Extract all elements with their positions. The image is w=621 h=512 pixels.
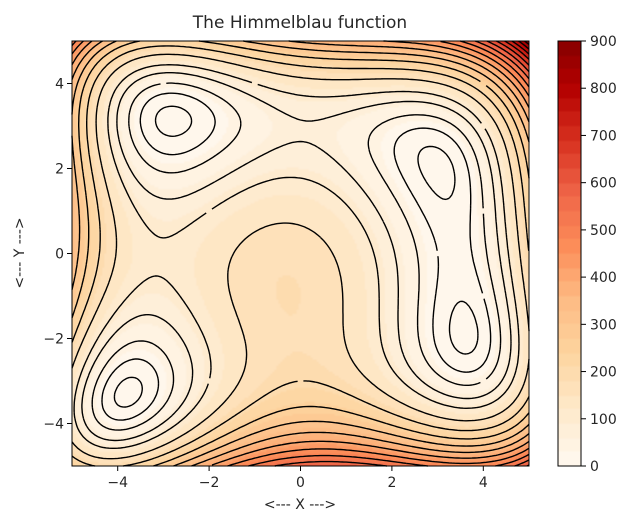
- chart-title: The Himmelblau function: [192, 13, 407, 33]
- x-axis-label: <--- X --->: [264, 497, 336, 512]
- y-axis: −4 −2 0 2 4: [43, 77, 72, 433]
- x-axis: −4 −2 0 2 4: [107, 466, 488, 491]
- contour-line: [504, 40, 530, 60]
- y-tick-label: 4: [55, 77, 64, 93]
- contour-line: [113, 105, 479, 408]
- colorbar-frame: [557, 40, 582, 467]
- x-tick-label: 4: [479, 475, 488, 491]
- colorbar-tick-label: 600: [590, 176, 617, 192]
- colorbar-tick-label: 700: [590, 128, 617, 144]
- y-tick-label: 2: [55, 162, 64, 178]
- contour-line: [71, 45, 530, 467]
- colorbar-tick-label: 800: [590, 81, 617, 97]
- colorbar-gradient: [558, 41, 581, 466]
- x-tick-label: 0: [296, 475, 305, 491]
- contour-line: [71, 40, 530, 466]
- x-tick-label: −4: [107, 475, 128, 491]
- contour-line: [511, 40, 530, 55]
- colorbar-tick-label: 0: [590, 459, 599, 475]
- x-tick-label: −2: [199, 475, 220, 491]
- contour-lines: [71, 40, 530, 467]
- colorbar-tick-label: 300: [590, 317, 617, 333]
- y-tick-label: −2: [43, 332, 64, 348]
- colorbar-tick-label: 200: [590, 365, 617, 381]
- contour-fill: [72, 41, 529, 466]
- colorbar-tick-label: 900: [590, 34, 617, 50]
- contour-line: [81, 72, 512, 442]
- colorbar-tick-label: 500: [590, 223, 617, 239]
- y-axis-label: <--- Y --->: [12, 217, 28, 288]
- colorbar-axis: 0 100 200 300 400 500 600 700 800 900: [581, 34, 617, 475]
- colorbar-tick-label: 100: [590, 412, 617, 428]
- plot-area: [71, 40, 530, 467]
- y-tick-label: 0: [55, 247, 64, 263]
- contour-line: [73, 64, 520, 449]
- contour-line: [91, 82, 502, 431]
- contour-line: [101, 92, 492, 421]
- colorbar: 0 100 200 300 400 500 600 700 800 900: [557, 34, 617, 475]
- y-tick-label: −4: [43, 417, 64, 433]
- x-tick-label: 2: [387, 475, 396, 491]
- colorbar-tick-label: 400: [590, 270, 617, 286]
- contour-line: [71, 53, 530, 460]
